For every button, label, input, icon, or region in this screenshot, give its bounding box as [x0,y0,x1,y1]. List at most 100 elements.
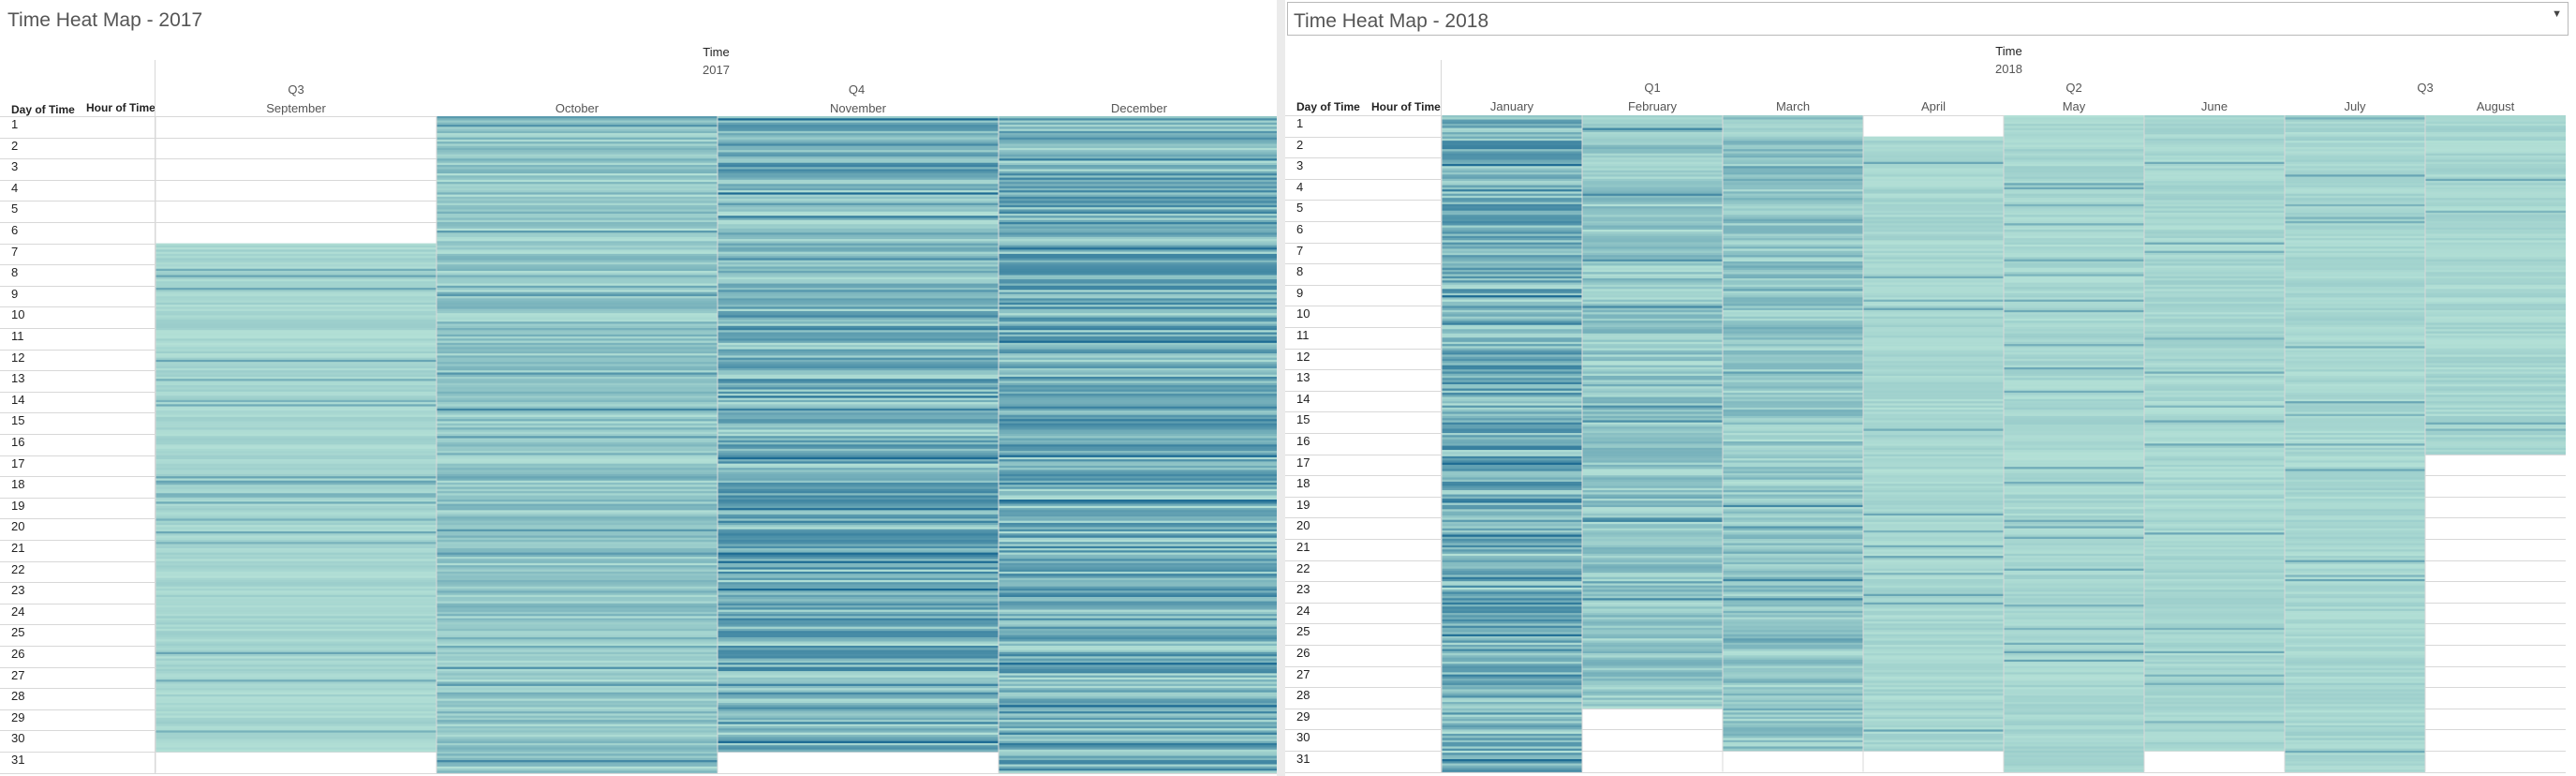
heat-cell [1723,460,1863,463]
heat-cell [2004,494,2144,498]
heat-cell [1582,679,1723,681]
heat-cell [2004,693,2144,696]
heat-cell [1442,585,1582,589]
heat-cell [155,423,437,426]
heat-cell [2144,358,2285,362]
heat-cell [2144,418,2285,421]
heat-cell [2004,261,2144,264]
title-selector[interactable]: Time Heat Map - 2018 ▼ [1287,2,2569,36]
heat-cell [2144,657,2285,661]
heat-cell [2144,191,2285,194]
heat-cell [2285,627,2425,631]
day-label: 30 [1296,730,1310,745]
heat-cell [2425,231,2566,234]
heat-cell [1863,292,2004,296]
heat-cell [437,540,718,543]
heat-cell [155,577,437,581]
heat-cell [2004,608,2144,612]
heat-cell [155,648,437,650]
heat-cell [437,628,718,632]
heat-cell [1582,608,1723,612]
heat-cell [1442,297,1582,300]
heat-cell [2425,331,2566,335]
heat-cell [437,465,718,469]
heat-cell [1723,346,1863,349]
heat-cell [718,537,999,541]
heat-cell [718,317,999,321]
heat-cell [1723,242,1863,246]
heat-cell [155,690,437,694]
day-label: 26 [11,647,25,661]
heat-cell [2144,215,2285,217]
heat-cell [2285,307,2425,311]
heat-cell [155,643,437,647]
heat-cell [1723,395,1863,397]
heat-cell [1863,566,2004,569]
heat-cell [999,448,1280,452]
heat-cell [437,734,718,738]
heat-cell [2144,263,2285,266]
month-label-march: March [1775,99,1811,113]
heat-cell [1863,697,2004,701]
heat-cell [718,488,999,492]
heat-cell [1723,307,1863,311]
heat-cell [1863,587,2004,590]
heat-cell [1863,653,2004,656]
heat-cell [1442,246,1582,249]
heat-cell [1863,606,2004,609]
heat-cell [2285,721,2425,724]
heat-cell [1582,157,1723,160]
heat-cell [2285,756,2425,760]
heat-cell [2285,647,2425,649]
heat-cell [1582,481,1723,485]
heat-cell [718,562,999,566]
heat-cell [1863,151,2004,154]
heat-cell [1723,163,1863,167]
heat-cell [2144,129,2285,133]
heat-cell [1582,191,1723,194]
heat-cell [437,633,718,635]
heat-cell [1442,210,1582,214]
heat-cell [437,423,718,426]
heat-cell [155,264,437,267]
heat-cell [999,169,1280,172]
heat-cell [999,609,1280,613]
heat-cell [718,634,999,638]
day-label: 22 [1296,560,1310,575]
heat-cell [2144,287,2285,290]
heat-cell [999,406,1280,410]
heat-cell [155,616,437,619]
heat-cell [999,455,1280,458]
heat-cell [2004,428,2144,432]
heat-cell [2004,573,2144,575]
heat-cell [1723,500,1863,503]
heat-cell [1582,623,1723,626]
heat-cell [718,389,999,393]
heat-cell [155,545,437,549]
heat-cell [2425,203,2566,207]
heat-cell [999,228,1280,231]
heat-cell [2144,380,2285,383]
quarter-header-q2-2018: Q2 [2065,81,2082,95]
dropdown-arrow-icon[interactable]: ▼ [2552,8,2562,20]
heat-cell [999,213,1280,216]
heat-cell [1863,269,2004,273]
heat-cell [1723,373,1863,377]
heat-cell [999,300,1280,304]
heat-cell [2004,712,2144,715]
heat-cell [2425,375,2566,379]
heat-cell [2004,363,2144,366]
heat-cell [1723,602,1863,605]
heat-cell [999,434,1280,437]
heat-cell [155,745,437,748]
heat-cell [2004,380,2144,383]
heat-cell [437,217,718,221]
heat-cell [1442,721,1582,724]
heat-cell [1582,263,1723,266]
heat-cell [2425,119,2566,123]
heat-cell [1723,560,1863,563]
heat-cell [2144,638,2285,641]
heat-cell [1582,492,1723,495]
heat-cell [1582,475,1723,478]
heat-cell [2144,452,2285,455]
